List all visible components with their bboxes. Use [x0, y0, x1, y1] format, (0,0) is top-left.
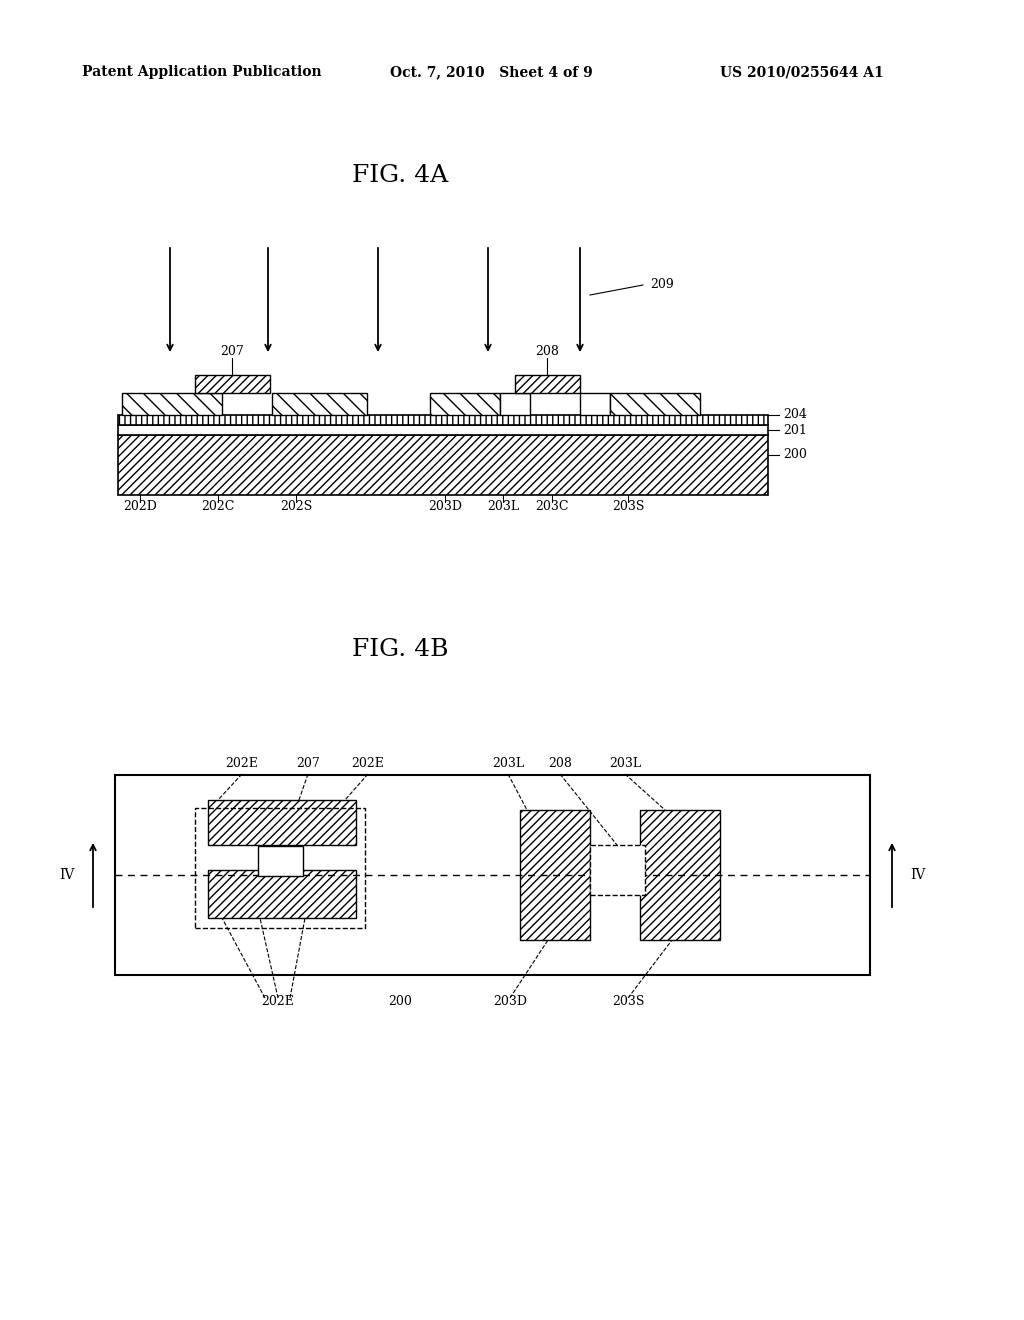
Bar [610, 393, 700, 414]
Text: 204: 204 [783, 408, 807, 421]
Text: 202C: 202C [202, 500, 234, 513]
Bar [272, 393, 367, 414]
Bar [195, 375, 270, 393]
Text: 202E: 202E [261, 995, 295, 1008]
Bar [118, 436, 768, 495]
Bar [208, 800, 356, 845]
Text: 208: 208 [536, 345, 559, 358]
Bar [520, 810, 590, 940]
Bar [208, 870, 356, 917]
Text: 203D: 203D [428, 500, 462, 513]
Bar [590, 845, 645, 895]
Bar [430, 393, 500, 414]
Text: 203L: 203L [492, 756, 524, 770]
Bar [515, 375, 580, 393]
Text: 202E: 202E [351, 756, 384, 770]
Bar [118, 414, 768, 425]
Text: 202S: 202S [280, 500, 312, 513]
Bar [500, 393, 530, 414]
Bar [430, 393, 500, 414]
Text: 209: 209 [650, 279, 674, 292]
Bar [593, 847, 641, 874]
Text: US 2010/0255644 A1: US 2010/0255644 A1 [720, 65, 884, 79]
Text: 203S: 203S [611, 995, 644, 1008]
Bar [115, 775, 870, 975]
Text: FIG. 4B: FIG. 4B [352, 639, 449, 661]
Bar [208, 870, 356, 917]
Text: 200: 200 [783, 449, 807, 462]
Text: Oct. 7, 2010   Sheet 4 of 9: Oct. 7, 2010 Sheet 4 of 9 [390, 65, 593, 79]
Bar [515, 375, 580, 393]
Bar [122, 393, 222, 414]
Bar [118, 414, 768, 425]
Text: 203D: 203D [493, 995, 527, 1008]
Bar [640, 810, 720, 940]
Bar [610, 393, 700, 414]
Text: 203L: 203L [609, 756, 641, 770]
Bar [118, 425, 768, 436]
Text: 200: 200 [388, 995, 412, 1008]
Text: 208: 208 [548, 756, 572, 770]
Text: 207: 207 [220, 345, 244, 358]
Bar [272, 393, 367, 414]
Text: 203S: 203S [611, 500, 644, 513]
Text: 207: 207 [296, 756, 319, 770]
Bar [195, 375, 270, 393]
Bar [208, 800, 356, 845]
Text: 203L: 203L [487, 500, 519, 513]
Bar [580, 393, 610, 414]
Bar [258, 846, 303, 876]
Text: 201: 201 [783, 424, 807, 437]
Text: 202E: 202E [225, 756, 258, 770]
Text: 202D: 202D [123, 500, 157, 513]
Bar [122, 393, 222, 414]
Bar [520, 810, 590, 940]
Text: FIG. 4A: FIG. 4A [352, 164, 449, 186]
Bar [640, 810, 720, 940]
Bar [118, 436, 768, 495]
Text: IV: IV [59, 869, 75, 882]
Bar [195, 808, 365, 928]
Text: IV: IV [910, 869, 926, 882]
Text: Patent Application Publication: Patent Application Publication [82, 65, 322, 79]
Text: 203C: 203C [536, 500, 568, 513]
